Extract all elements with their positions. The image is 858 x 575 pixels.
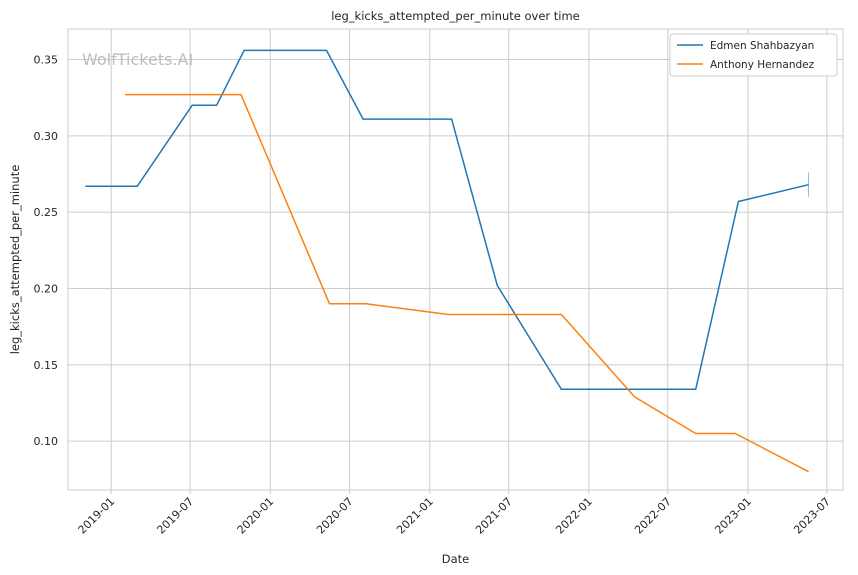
x-tick-label: 2022-07 xyxy=(632,495,674,537)
x-tick-label: 2021-07 xyxy=(473,495,515,537)
grid xyxy=(68,29,843,490)
series-line-anthony-hernandez xyxy=(125,93,809,473)
y-tick-label: 0.20 xyxy=(34,283,59,296)
x-tick-label: 2019-01 xyxy=(76,495,118,537)
x-tick-label: 2023-07 xyxy=(791,495,833,537)
legend-box xyxy=(669,33,838,77)
series-line-edmen-shahbazyan xyxy=(85,49,809,391)
y-tick-label: 0.30 xyxy=(34,130,59,143)
legend-label-anthony-hernandez: Anthony Hernandez xyxy=(710,59,815,71)
x-tick-label: 2021-01 xyxy=(394,495,436,537)
x-tick-label: 2022-01 xyxy=(553,495,595,537)
x-axis-title: Date xyxy=(442,552,470,566)
y-tick-label: 0.10 xyxy=(34,435,59,448)
x-tick-label: 2020-01 xyxy=(235,495,277,537)
y-tick-label: 0.15 xyxy=(34,359,59,372)
chart-title: leg_kicks_attempted_per_minute over time xyxy=(331,9,580,23)
x-tick-label: 2019-07 xyxy=(154,495,196,537)
y-axis-title: leg_kicks_attempted_per_minute xyxy=(8,165,22,355)
legend: Edmen Shahbazyan Anthony Hernandez xyxy=(669,33,838,77)
x-tick-label: 2020-07 xyxy=(314,495,356,537)
axis-ticks: 0.10 0.15 0.20 0.25 0.30 0.35 2019-01 2019-07 20… xyxy=(34,54,833,537)
y-tick-label: 0.25 xyxy=(34,206,59,219)
series-lines xyxy=(85,49,809,473)
watermark-text: WolfTickets.AI xyxy=(82,50,193,69)
y-tick-label: 0.35 xyxy=(34,54,59,67)
x-tick-label: 2023-01 xyxy=(712,495,754,537)
plot-area-frame xyxy=(67,28,844,491)
legend-label-edmen-shahbazyan: Edmen Shahbazyan xyxy=(710,40,814,52)
